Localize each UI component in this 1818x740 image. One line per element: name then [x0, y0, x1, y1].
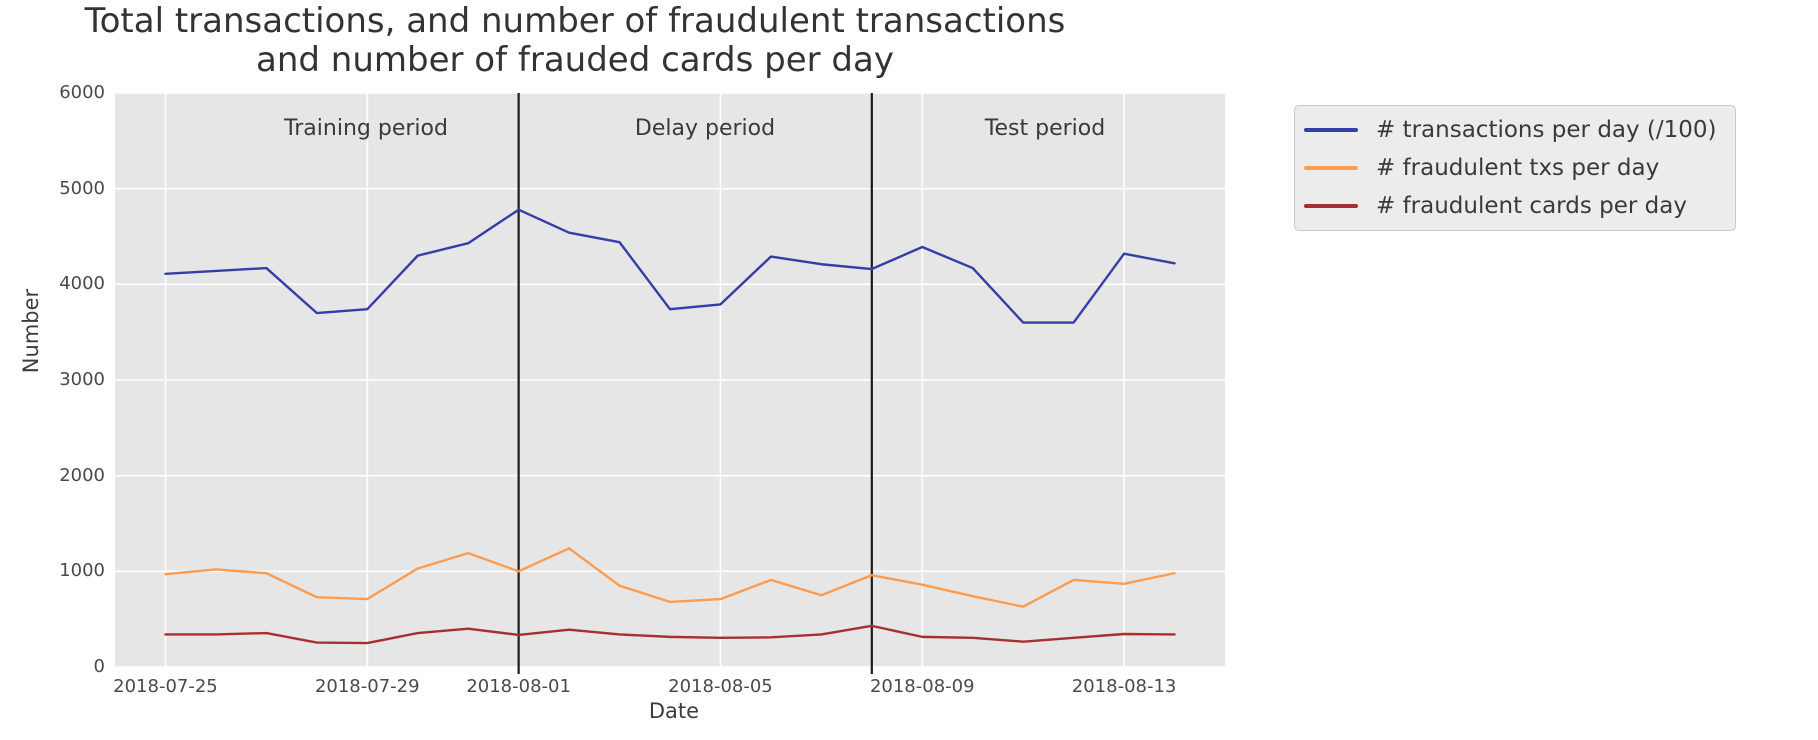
legend-line-swatch-orange	[1304, 166, 1358, 170]
annotation-test-period: Test period	[984, 116, 1106, 141]
annotation-delay-period: Delay period	[634, 116, 776, 141]
legend-item-fraudulent-cards: # fraudulent cards per day	[1304, 187, 1717, 225]
x-tick-label: 2018-07-25	[113, 676, 218, 697]
series-line-1	[164, 547, 1176, 608]
legend-item-fraudulent-txs: # fraudulent txs per day	[1304, 149, 1717, 187]
series-line-2	[164, 624, 1176, 645]
y-tick-label: 4000	[59, 273, 105, 295]
chart-title-line-1: Total transactions, and number of fraudu…	[84, 1, 1066, 41]
chart-title-line-2: and number of frauded cards per day	[256, 40, 894, 80]
x-tick-label: 2018-08-09	[869, 676, 975, 697]
x-tick-label: 2018-08-05	[668, 676, 773, 697]
plot-area	[115, 92, 1225, 674]
y-axis-label: Number	[19, 288, 43, 374]
y-tick-label: 1000	[59, 560, 105, 582]
y-tick-label: 5000	[59, 177, 105, 199]
x-tick-label: 2018-08-13	[1071, 676, 1177, 697]
series-line-0	[164, 208, 1176, 324]
x-tick-label: 2018-08-01	[466, 676, 571, 697]
y-tick-label: 2000	[59, 464, 105, 486]
legend-item-transactions: # transactions per day (/100)	[1304, 111, 1717, 149]
legend-line-swatch-blue	[1304, 128, 1358, 132]
legend-label-fraudulent-txs: # fraudulent txs per day	[1376, 155, 1660, 181]
annotation-training-period: Training period	[284, 116, 448, 141]
chart-canvas	[115, 92, 1225, 674]
y-tick-label: 3000	[59, 369, 105, 390]
x-tick-label: 2018-07-29	[314, 676, 420, 697]
x-axis-label: Date	[648, 699, 700, 723]
legend-label-fraudulent-cards: # fraudulent cards per day	[1376, 193, 1687, 219]
legend: # transactions per day (/100) # fraudule…	[1294, 105, 1736, 231]
legend-line-swatch-red	[1304, 204, 1358, 208]
chart-title: Total transactions, and number of fraudu…	[0, 2, 1150, 80]
legend-label-transactions: # transactions per day (/100)	[1376, 117, 1717, 143]
y-tick-label: 0	[93, 656, 105, 677]
y-tick-label: 6000	[59, 82, 105, 103]
